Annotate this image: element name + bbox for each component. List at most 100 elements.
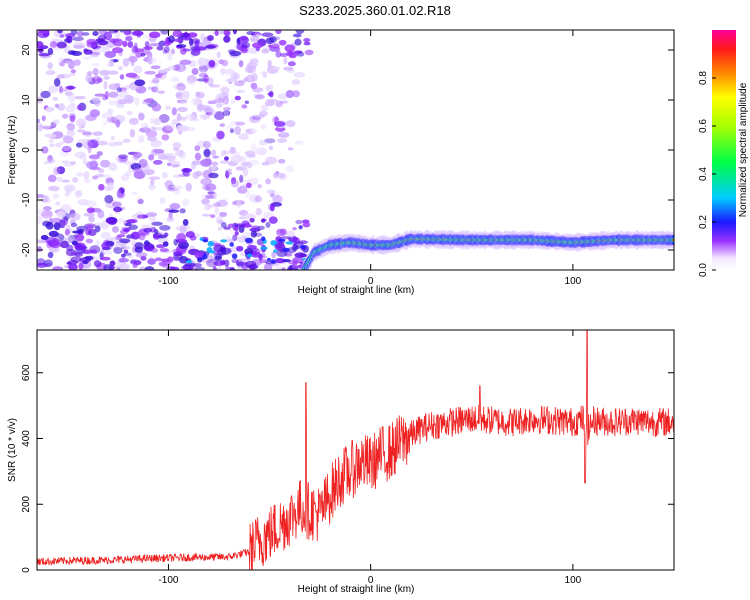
heatmap-blob [122, 138, 131, 143]
heatmap-blob [66, 188, 72, 193]
heatmap-blob [133, 167, 144, 175]
heatmap-blob [140, 256, 147, 261]
heatmap-blob [133, 48, 145, 53]
heatmap-blob [124, 84, 130, 90]
heatmap-blob [165, 123, 176, 131]
y-tick-label: 200 [21, 495, 32, 512]
heatmap-blob [223, 108, 229, 117]
heatmap-blob [47, 85, 59, 94]
heatmap-blob [234, 231, 239, 236]
heatmap-blob [292, 33, 302, 38]
heatmap-blob [49, 143, 55, 148]
heatmap-blob [191, 97, 202, 106]
heatmap-blob [242, 231, 253, 237]
heatmap-blob [247, 264, 259, 270]
heatmap-blob [57, 103, 66, 111]
heatmap-blob [215, 265, 222, 270]
heatmap-blob [143, 98, 155, 103]
y-tick-label: -20 [21, 242, 32, 257]
heatmap-blob [212, 202, 221, 208]
snr-x-label: Height of straight line (km) [298, 584, 415, 595]
heatmap-blob [71, 50, 83, 57]
heatmap-blob [67, 93, 77, 103]
heatmap-blob [154, 229, 159, 235]
heatmap-blob [74, 95, 86, 100]
heatmap-blob [92, 68, 99, 76]
heatmap-blob [204, 194, 214, 199]
heatmap-blob [263, 263, 273, 270]
heatmap-blob [154, 84, 159, 94]
heatmap-blob [124, 171, 132, 177]
heatmap-blob [303, 38, 311, 43]
heatmap-blob [83, 130, 93, 137]
heatmap-blob [111, 226, 120, 233]
heatmap-blob [196, 257, 205, 261]
heatmap-blob [231, 258, 239, 264]
heatmap-blob [152, 234, 160, 240]
colorbar-label: Normalized spectral amplitude [738, 82, 749, 217]
heatmap-blob [82, 158, 88, 166]
heatmap-blob [250, 82, 258, 89]
heatmap-blob [119, 30, 125, 33]
heatmap-blob [173, 38, 184, 42]
heatmap-blob [128, 218, 138, 224]
heatmap-blob [147, 135, 158, 142]
heatmap-blob [244, 65, 257, 74]
heatmap-blob [94, 240, 100, 247]
heatmap-blob [47, 251, 54, 259]
heatmap-blob [164, 180, 174, 189]
heatmap-blob [103, 120, 108, 126]
heatmap-blob [208, 172, 219, 179]
heatmap-blob [240, 47, 249, 54]
heatmap-blob [271, 43, 280, 49]
heatmap-blob [82, 32, 90, 36]
heatmap-blob [129, 128, 136, 138]
heatmap-blob [127, 97, 133, 103]
heatmap-blob [287, 68, 295, 74]
heatmap-blob [76, 30, 84, 37]
heatmap-blob [99, 69, 110, 76]
heatmap-blob [273, 249, 278, 253]
heatmap-blob [105, 202, 111, 208]
heatmap-blob [76, 225, 88, 232]
heatmap-blob [298, 225, 303, 230]
colorbar-tick-label: 0.8 [698, 71, 709, 85]
heatmap-blob [93, 260, 102, 268]
heatmap-blob [292, 90, 301, 98]
heatmap-blob [285, 165, 295, 173]
heatmap-blob [143, 169, 155, 176]
heatmap-blob [250, 143, 257, 152]
heatmap-blob [150, 139, 162, 148]
heatmap-blob [75, 142, 83, 148]
heatmap-blob [175, 93, 182, 98]
heatmap-blob [170, 266, 180, 270]
heatmap-blob [152, 126, 165, 131]
heatmap-blob [176, 44, 187, 48]
heatmap-blob [174, 187, 181, 195]
heatmap-blob [110, 116, 118, 123]
heatmap-blob [151, 103, 162, 112]
heatmap-blob [89, 160, 99, 169]
heatmap-blob [232, 30, 238, 35]
heatmap-blob [268, 145, 274, 151]
heatmap-blob [260, 124, 267, 130]
spectrogram-y-label: Frequency (Hz) [7, 116, 18, 185]
heatmap-blob [138, 112, 145, 121]
heatmap-blob [72, 176, 79, 183]
heatmap-blob [74, 151, 87, 158]
heatmap-blob [112, 201, 122, 208]
heatmap-blob [150, 248, 159, 253]
heatmap-blob [273, 121, 286, 127]
heatmap-blob [250, 251, 261, 258]
heatmap-blob [229, 242, 234, 247]
heatmap-blob [97, 140, 108, 146]
heatmap-blob [47, 155, 53, 162]
heatmap-blob [249, 217, 255, 223]
heatmap-blob [104, 90, 109, 100]
heatmap-blob [116, 87, 122, 93]
heatmap-blob [92, 131, 104, 136]
heatmap-blob [104, 250, 113, 255]
heatmap-blob [49, 40, 58, 48]
heatmap-blob [191, 38, 201, 44]
heatmap-blob [88, 228, 97, 237]
